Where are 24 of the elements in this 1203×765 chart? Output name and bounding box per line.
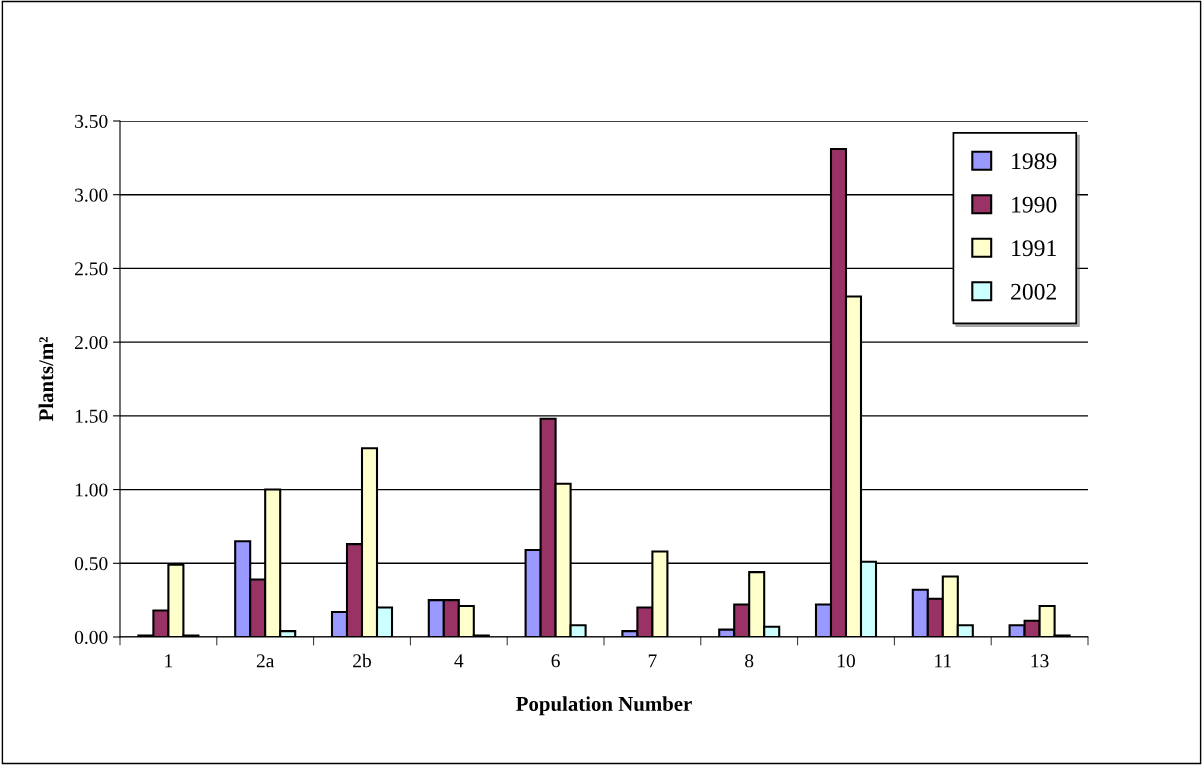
legend-label: 1989 — [1012, 153, 1057, 170]
legend-label: 1990 — [1012, 196, 1057, 213]
y-tick-label: 2.50 — [75, 262, 108, 276]
x-tick-label: 7 — [648, 654, 657, 668]
x-tick-label: 2b — [353, 653, 371, 668]
x-axis-title: Population Number — [516, 696, 692, 716]
x-tick-label: 1 — [165, 654, 173, 668]
x-tick-label: 2a — [256, 654, 275, 668]
x-tick-label: 8 — [745, 654, 754, 668]
y-tick-label: 3.00 — [75, 188, 108, 202]
y-tick-label: 1.50 — [75, 409, 108, 423]
y-axis-title: Plants/m² — [38, 337, 54, 422]
x-tick-label: 13 — [1031, 654, 1049, 668]
x-tick-label: 11 — [935, 654, 951, 668]
y-tick-label: 0.00 — [74, 630, 108, 645]
x-tick-label: 10 — [837, 654, 855, 668]
y-tick-label: 1.00 — [75, 483, 108, 497]
x-tick-label: 4 — [454, 654, 464, 668]
x-tick-label: 6 — [551, 654, 560, 668]
legend-label: 1991 — [1012, 240, 1056, 257]
y-tick-label: 0.50 — [74, 557, 108, 571]
legend-label: 2002 — [1011, 283, 1056, 300]
y-tick-label: 3.50 — [75, 114, 108, 129]
y-tick-label: 2.00 — [75, 335, 108, 350]
